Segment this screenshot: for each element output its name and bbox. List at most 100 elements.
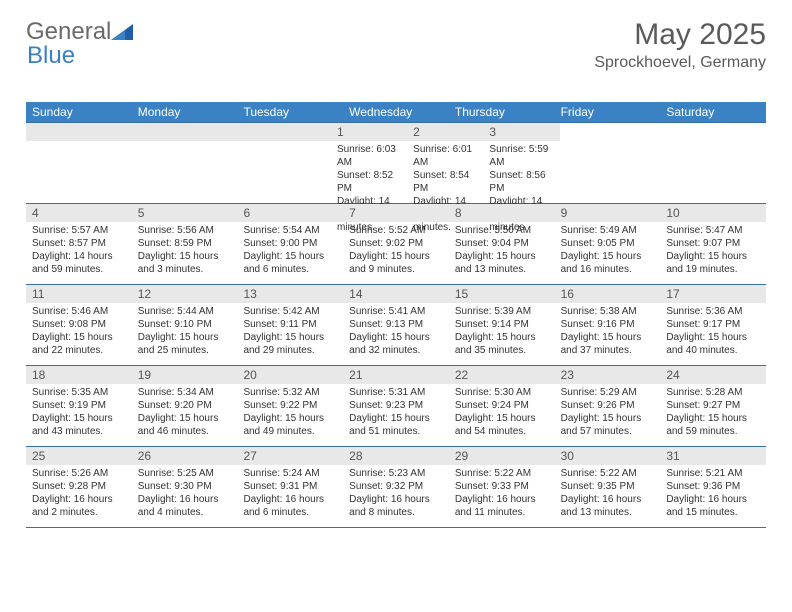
daynum-strip: 25262728293031: [26, 447, 766, 465]
day-line: Sunset: 9:13 PM: [349, 318, 445, 331]
day-line: Daylight: 15 hours and 49 minutes.: [243, 412, 339, 438]
day-number: 30: [555, 447, 661, 465]
day-line: Sunrise: 5:22 AM: [561, 467, 657, 480]
content-strip: Sunrise: 5:57 AMSunset: 8:57 PMDaylight:…: [26, 222, 766, 284]
day-line: Daylight: 16 hours and 13 minutes.: [561, 493, 657, 519]
day-line: Daylight: 14 hours and 59 minutes.: [32, 250, 128, 276]
day-number: 24: [660, 366, 766, 384]
day-content: Sunrise: 5:49 AMSunset: 9:05 PMDaylight:…: [555, 222, 661, 284]
day-number: [255, 123, 331, 141]
day-line: Sunrise: 5:39 AM: [455, 305, 551, 318]
day-line: Daylight: 15 hours and 3 minutes.: [138, 250, 234, 276]
week-row: 25262728293031Sunrise: 5:26 AMSunset: 9:…: [26, 447, 766, 528]
day-line: Daylight: 15 hours and 37 minutes.: [561, 331, 657, 357]
day-number: 1: [331, 123, 407, 141]
daynum-strip: 45678910: [26, 204, 766, 222]
weekday-saturday: Saturday: [660, 102, 766, 122]
day-content: Sunrise: 5:31 AMSunset: 9:23 PMDaylight:…: [343, 384, 449, 446]
day-line: Sunrise: 5:36 AM: [666, 305, 762, 318]
day-line: Sunrise: 5:38 AM: [561, 305, 657, 318]
day-line: Sunrise: 5:54 AM: [243, 224, 339, 237]
day-number: 10: [660, 204, 766, 222]
daynum-strip: 18192021222324: [26, 366, 766, 384]
day-line: Sunrise: 5:22 AM: [455, 467, 551, 480]
day-content: Sunrise: 5:32 AMSunset: 9:22 PMDaylight:…: [237, 384, 343, 446]
day-line: Daylight: 15 hours and 59 minutes.: [666, 412, 762, 438]
week-row: 45678910Sunrise: 5:57 AMSunset: 8:57 PMD…: [26, 204, 766, 285]
day-content: Sunrise: 5:47 AMSunset: 9:07 PMDaylight:…: [660, 222, 766, 284]
day-line: Sunrise: 6:01 AM: [413, 143, 479, 169]
day-number: 29: [449, 447, 555, 465]
day-content: Sunrise: 5:39 AMSunset: 9:14 PMDaylight:…: [449, 303, 555, 365]
day-line: Sunset: 9:24 PM: [455, 399, 551, 412]
week-row: 11121314151617Sunrise: 5:46 AMSunset: 9:…: [26, 285, 766, 366]
day-content: Sunrise: 5:30 AMSunset: 9:24 PMDaylight:…: [449, 384, 555, 446]
day-line: Sunrise: 5:21 AM: [666, 467, 762, 480]
day-line: Daylight: 15 hours and 25 minutes.: [138, 331, 234, 357]
day-line: Sunrise: 6:03 AM: [337, 143, 403, 169]
day-number: 9: [555, 204, 661, 222]
day-content: Sunrise: 5:24 AMSunset: 9:31 PMDaylight:…: [237, 465, 343, 527]
day-line: Sunrise: 5:31 AM: [349, 386, 445, 399]
content-strip: Sunrise: 5:26 AMSunset: 9:28 PMDaylight:…: [26, 465, 766, 527]
day-line: Sunrise: 5:49 AM: [561, 224, 657, 237]
location-label: Sprockhoevel, Germany: [594, 54, 766, 72]
day-line: Daylight: 15 hours and 32 minutes.: [349, 331, 445, 357]
day-line: Sunset: 9:30 PM: [138, 480, 234, 493]
day-line: Sunset: 9:04 PM: [455, 237, 551, 250]
day-content: [255, 141, 331, 203]
day-content: Sunrise: 5:36 AMSunset: 9:17 PMDaylight:…: [660, 303, 766, 365]
day-line: Sunrise: 5:56 AM: [138, 224, 234, 237]
day-line: Sunrise: 5:30 AM: [455, 386, 551, 399]
day-line: Sunset: 9:27 PM: [666, 399, 762, 412]
day-line: Daylight: 15 hours and 40 minutes.: [666, 331, 762, 357]
day-line: Daylight: 16 hours and 11 minutes.: [455, 493, 551, 519]
day-number: 8: [449, 204, 555, 222]
day-line: Sunset: 9:07 PM: [666, 237, 762, 250]
day-content: Sunrise: 5:54 AMSunset: 9:00 PMDaylight:…: [237, 222, 343, 284]
day-content: Sunrise: 5:22 AMSunset: 9:35 PMDaylight:…: [555, 465, 661, 527]
day-number: 13: [237, 285, 343, 303]
day-number: [178, 123, 254, 141]
day-content: [102, 141, 178, 203]
logo-triangle-icon: [111, 22, 133, 42]
day-content: Sunrise: 5:57 AMSunset: 8:57 PMDaylight:…: [26, 222, 132, 284]
weekday-tuesday: Tuesday: [237, 102, 343, 122]
day-line: Sunrise: 5:42 AM: [243, 305, 339, 318]
title-block: May 2025 Sprockhoevel, Germany: [594, 18, 766, 72]
page-header: General May 2025 Sprockhoevel, Germany: [26, 18, 766, 72]
day-number: 11: [26, 285, 132, 303]
day-line: Sunset: 8:57 PM: [32, 237, 128, 250]
day-line: Sunset: 9:33 PM: [455, 480, 551, 493]
day-number: 21: [343, 366, 449, 384]
day-line: Sunset: 9:31 PM: [243, 480, 339, 493]
day-line: Sunset: 9:35 PM: [561, 480, 657, 493]
day-number: 4: [26, 204, 132, 222]
day-line: Daylight: 15 hours and 13 minutes.: [455, 250, 551, 276]
logo-text-2: Blue: [27, 42, 75, 70]
day-line: Sunset: 9:00 PM: [243, 237, 339, 250]
day-line: Sunset: 9:05 PM: [561, 237, 657, 250]
day-line: Sunrise: 5:32 AM: [243, 386, 339, 399]
day-line: Sunset: 8:56 PM: [489, 169, 555, 195]
calendar-page: General May 2025 Sprockhoevel, Germany B…: [0, 0, 792, 538]
day-line: Sunset: 9:28 PM: [32, 480, 128, 493]
weekday-friday: Friday: [555, 102, 661, 122]
day-number: [102, 123, 178, 141]
day-number: 16: [555, 285, 661, 303]
daynum-strip: 123: [26, 123, 560, 141]
day-content: Sunrise: 5:23 AMSunset: 9:32 PMDaylight:…: [343, 465, 449, 527]
day-content: [178, 141, 254, 203]
day-line: Daylight: 15 hours and 29 minutes.: [243, 331, 339, 357]
day-number: 3: [483, 123, 559, 141]
day-number: 12: [132, 285, 238, 303]
day-line: Sunset: 9:19 PM: [32, 399, 128, 412]
day-line: Sunrise: 5:57 AM: [32, 224, 128, 237]
day-content: Sunrise: 5:56 AMSunset: 8:59 PMDaylight:…: [132, 222, 238, 284]
weekday-thursday: Thursday: [449, 102, 555, 122]
day-line: Sunrise: 5:35 AM: [32, 386, 128, 399]
day-line: Daylight: 15 hours and 51 minutes.: [349, 412, 445, 438]
weekday-header-row: SundayMondayTuesdayWednesdayThursdayFrid…: [26, 102, 766, 122]
day-line: Daylight: 15 hours and 9 minutes.: [349, 250, 445, 276]
day-number: 7: [343, 204, 449, 222]
